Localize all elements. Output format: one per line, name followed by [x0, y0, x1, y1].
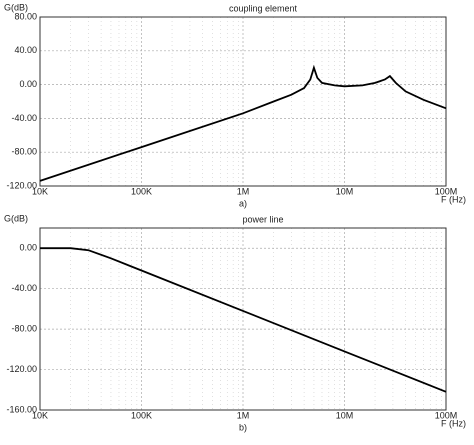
- x-tick-label: 100M: [435, 186, 458, 196]
- x-axis-label: F (Hz): [441, 194, 466, 204]
- y-axis-label: G(dB): [4, 213, 28, 223]
- x-tick-label: 1M: [237, 410, 250, 420]
- x-tick-label: 10K: [32, 186, 48, 196]
- x-tick-label: 100K: [131, 186, 152, 196]
- x-tick-label: 1M: [237, 186, 250, 196]
- x-tick-label: 10M: [336, 186, 354, 196]
- x-tick-label: 10M: [336, 410, 354, 420]
- plot-frame: [39, 227, 447, 411]
- chart-title: power line: [242, 214, 283, 224]
- chart-title: coupling element: [229, 3, 298, 13]
- y-tick-label: 0.00: [19, 243, 37, 253]
- x-tick-label: 100K: [131, 410, 152, 420]
- caption: b): [239, 422, 247, 432]
- y-tick-label: -40.00: [11, 283, 37, 293]
- y-tick-label: -160.00: [6, 404, 37, 414]
- x-tick-label: 100M: [435, 410, 458, 420]
- y-tick-label: 40.00: [14, 45, 37, 55]
- y-tick-label: 80.00: [14, 11, 37, 21]
- x-axis-label: F (Hz): [441, 418, 466, 428]
- y-tick-label: -120.00: [6, 180, 37, 190]
- y-tick-label: -120.00: [6, 364, 37, 374]
- plot-frame: [39, 16, 447, 187]
- y-axis-label: G(dB): [4, 2, 28, 12]
- caption: a): [239, 198, 247, 208]
- x-tick-label: 10K: [32, 410, 48, 420]
- data-line: [39, 64, 447, 182]
- y-tick-label: 0.00: [19, 79, 37, 89]
- y-tick-label: -80.00: [11, 323, 37, 333]
- data-line: [40, 247, 447, 393]
- y-tick-label: -40.00: [11, 113, 37, 123]
- y-tick-label: -80.00: [11, 147, 37, 157]
